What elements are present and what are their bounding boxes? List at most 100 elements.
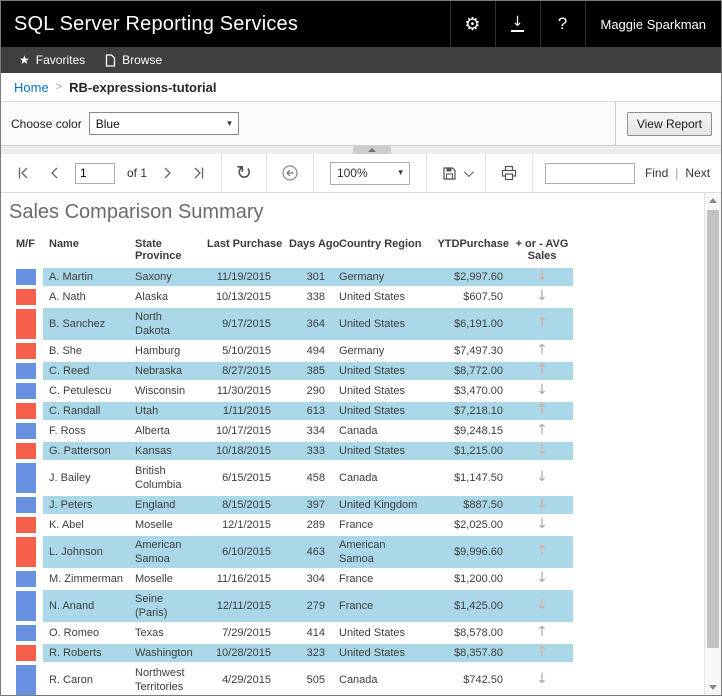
arrow-up-icon: ↑: [536, 315, 548, 331]
state-cell: Alaska: [135, 291, 169, 303]
mf-indicator-cell: [9, 442, 43, 460]
mf-indicator-cell: [9, 382, 43, 400]
scroll-up-button[interactable]: [705, 193, 721, 208]
name-cell: F. Ross: [49, 425, 86, 437]
favorites-button[interactable]: ★ Favorites: [9, 47, 95, 73]
zoom-dropdown[interactable]: 100% ▾: [329, 161, 410, 185]
toolbar-divider: [425, 154, 427, 192]
scroll-thumb[interactable]: [707, 210, 719, 648]
download-button[interactable]: ↓: [494, 1, 540, 47]
last-purchase-cell: 6/15/2015: [222, 472, 271, 484]
last-purchase-cell: 5/10/2015: [222, 345, 271, 357]
last-purchase-cell: 11/30/2015: [216, 385, 271, 397]
refresh-button[interactable]: ↻: [228, 154, 260, 192]
mf-indicator-cell: [9, 342, 43, 360]
mf-indicator-cell: [9, 422, 43, 440]
country-cell: France: [339, 573, 374, 585]
mf-indicator-cell: [9, 624, 43, 642]
app-header: SQL Server Reporting Services ⚙ ↓ ? Magg…: [1, 1, 721, 47]
table-row: F. Ross Alberta 10/17/2015 334 Canada $9,248.…: [9, 422, 573, 440]
toolbar-divider: [531, 154, 533, 192]
first-page-button[interactable]: [7, 154, 39, 192]
last-purchase-cell: 12/1/2015: [222, 519, 271, 531]
find-next-link[interactable]: Next: [685, 166, 711, 180]
name-cell: C. Petulescu: [49, 385, 112, 397]
scroll-down-icon: [709, 685, 717, 690]
user-menu[interactable]: Maggie Sparkman: [584, 1, 722, 47]
state-cell: Saxony: [129, 268, 201, 286]
name-cell: N. Anand: [43, 590, 129, 622]
state-cell: Alberta: [135, 425, 170, 437]
page-count-label: of 1: [127, 166, 148, 180]
trend-cell: ↓: [511, 442, 573, 460]
ytd-cell: $1,215.00: [425, 442, 511, 460]
download-icon: ↓: [510, 14, 525, 32]
page-number-input[interactable]: [75, 162, 115, 184]
male-indicator-square: [16, 383, 36, 399]
arrow-down-icon: ↓: [536, 597, 548, 613]
report-title: Sales Comparison Summary: [9, 201, 264, 223]
name-cell: R. Caron: [49, 674, 94, 686]
ytd-cell: $6,191.00: [425, 308, 511, 340]
state-cell: Seine (Paris): [129, 590, 201, 622]
state-cell: American Samoa: [129, 536, 201, 568]
find-input[interactable]: [544, 162, 635, 184]
favorites-label: Favorites: [35, 53, 86, 67]
ytd-cell: $887.50: [425, 496, 511, 514]
days-ago-cell: 414: [306, 627, 325, 639]
table-row: A. Nath Alaska 10/13/2015 338 United States $…: [9, 288, 573, 306]
collapse-handle[interactable]: [353, 146, 391, 154]
ytd-cell: $742.50: [463, 674, 503, 686]
print-button[interactable]: [492, 154, 526, 192]
find-next-divider: |: [675, 166, 679, 180]
female-indicator-square: [16, 537, 36, 567]
male-indicator-square: [16, 363, 36, 379]
table-row: L. Johnson American Samoa 6/10/2015 463 Amer…: [9, 536, 573, 568]
male-indicator-square: [16, 665, 36, 695]
breadcrumb-separator: >: [55, 81, 63, 93]
name-cell: J. Bailey: [49, 472, 91, 484]
trend-cell: ↓: [511, 268, 573, 286]
color-dropdown[interactable]: Blue ▾: [88, 112, 239, 135]
settings-button[interactable]: ⚙: [449, 1, 495, 47]
help-button[interactable]: ?: [539, 1, 585, 47]
last-purchase-cell: 10/28/2015: [201, 644, 283, 662]
browse-icon: [105, 53, 116, 67]
female-indicator-square: [16, 517, 36, 533]
find-link[interactable]: Find: [644, 166, 669, 180]
next-page-button[interactable]: [153, 154, 183, 192]
export-button[interactable]: [433, 154, 479, 192]
last-page-button[interactable]: [183, 154, 215, 192]
table-row: C. Randall Utah 1/11/2015 613 United States $…: [9, 402, 573, 420]
days-ago-cell: 304: [306, 573, 325, 585]
last-purchase-cell: 12/11/2015: [201, 590, 283, 622]
report-scrollbar[interactable]: [704, 193, 721, 695]
toolbar-divider: [265, 154, 267, 192]
trend-cell: ↑: [511, 402, 573, 420]
trend-cell: ↓: [511, 462, 573, 494]
scroll-down-button[interactable]: [705, 680, 721, 695]
female-indicator-square: [16, 443, 36, 459]
prev-page-icon: [51, 167, 58, 179]
table-row: C. Reed Nebraska 8/27/2015 385 United States…: [9, 362, 573, 380]
days-ago-cell: 338: [306, 291, 325, 303]
browse-button[interactable]: Browse: [95, 47, 172, 73]
ytd-cell: $9,248.15: [454, 425, 503, 437]
arrow-up-icon: ↑: [536, 644, 548, 660]
arrow-up-icon: ↑: [536, 342, 548, 358]
arrow-down-icon: ↓: [536, 570, 548, 586]
ytd-cell: $8,772.00: [425, 362, 511, 380]
name-cell: G. Patterson: [43, 442, 129, 460]
ytd-cell: $607.50: [463, 291, 503, 303]
home-link[interactable]: Home: [14, 79, 49, 95]
back-button[interactable]: [273, 154, 307, 192]
state-cell: Nebraska: [129, 362, 201, 380]
view-report-button[interactable]: View Report: [626, 111, 712, 136]
prev-page-button[interactable]: [39, 154, 69, 192]
scroll-up-icon: [709, 198, 717, 203]
star-icon: ★: [19, 53, 30, 67]
country-cell: Canada: [339, 674, 378, 686]
report-canvas: Sales Comparison Summary M/F Name State Pr…: [1, 193, 721, 695]
trend-cell: ↑: [511, 644, 573, 662]
last-purchase-cell: 8/27/2015: [201, 362, 283, 380]
